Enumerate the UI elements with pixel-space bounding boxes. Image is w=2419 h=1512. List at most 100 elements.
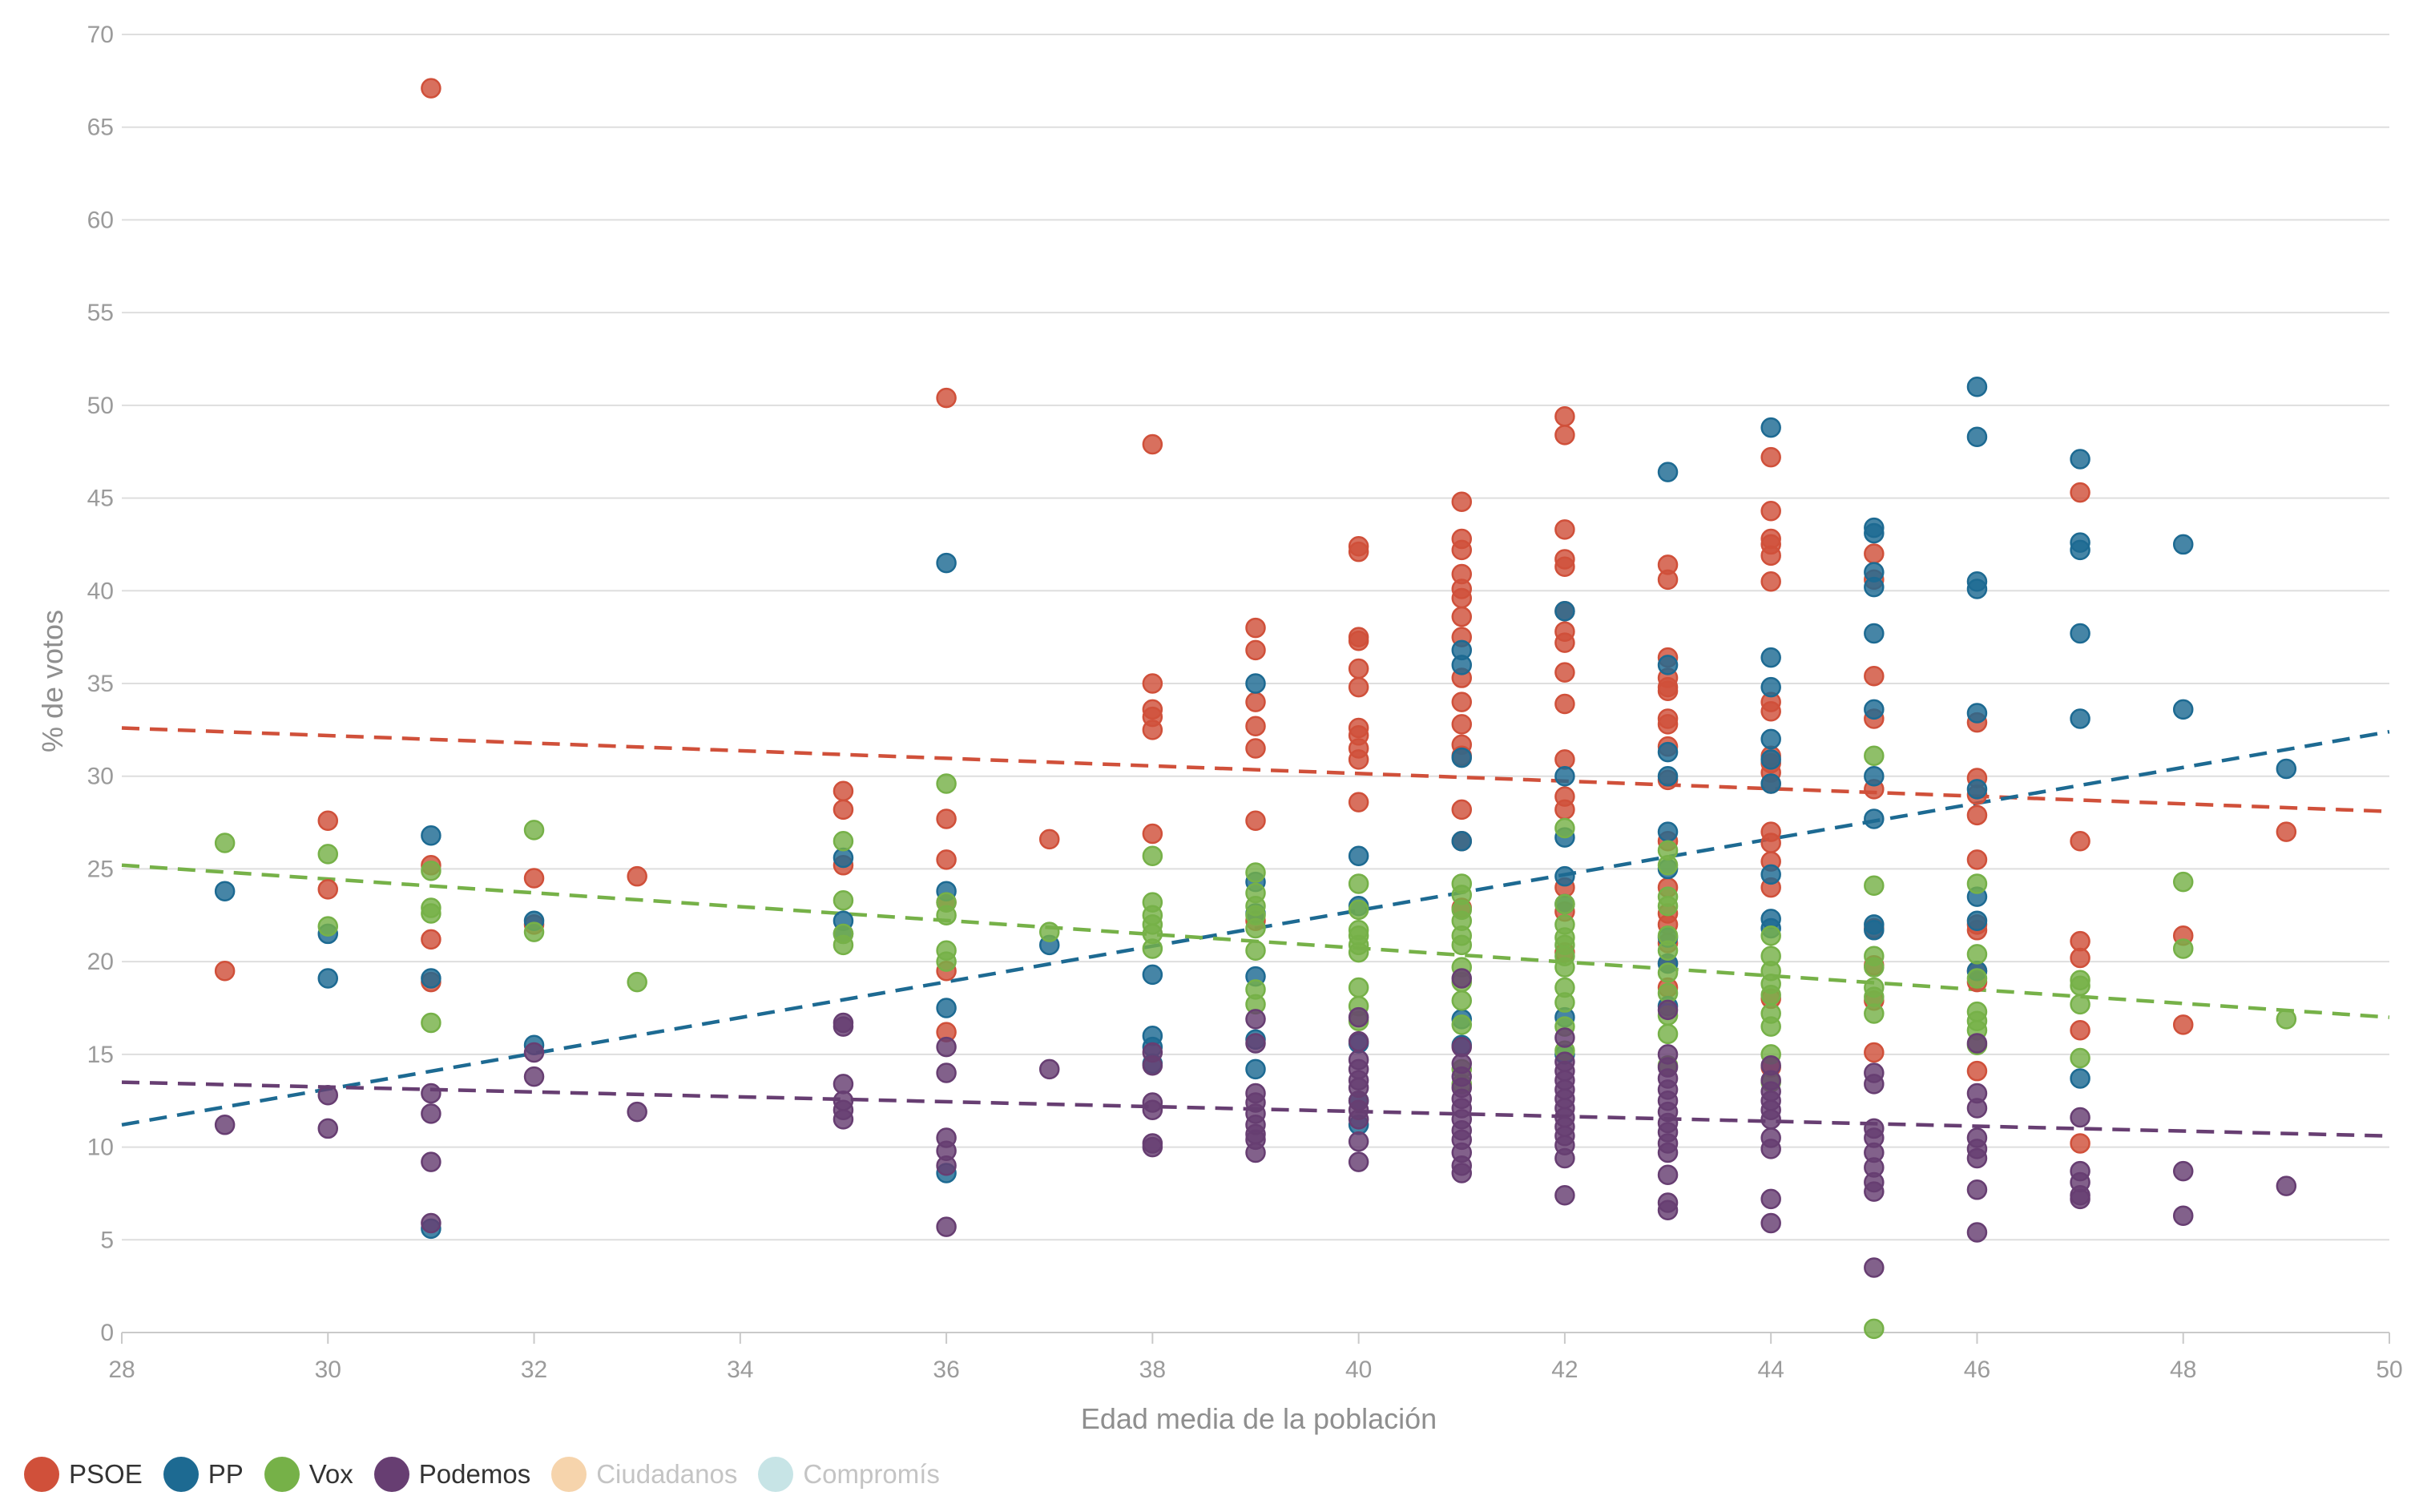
point-vox[interactable] (627, 971, 647, 993)
point-podemos[interactable] (1864, 1181, 1885, 1202)
point-psoe[interactable] (1966, 804, 1988, 826)
point-psoe[interactable] (421, 78, 441, 99)
point-pp[interactable] (1348, 845, 1369, 866)
point-psoe[interactable] (1348, 658, 1369, 679)
point-psoe[interactable] (2070, 1133, 2090, 1154)
point-vox[interactable] (1864, 1318, 1885, 1340)
point-vox[interactable] (2070, 975, 2090, 996)
point-vox[interactable] (1864, 957, 1885, 978)
point-pp[interactable] (2172, 534, 2194, 555)
point-vox[interactable] (936, 951, 957, 972)
point-psoe[interactable] (1554, 693, 1575, 715)
point-vox[interactable] (1451, 990, 1473, 1011)
point-vox[interactable] (1348, 941, 1369, 963)
point-vox[interactable] (1864, 1003, 1885, 1024)
point-vox[interactable] (2070, 994, 2090, 1015)
point-pp[interactable] (936, 552, 957, 574)
point-pp[interactable] (1657, 655, 1679, 675)
point-vox[interactable] (421, 903, 441, 924)
point-podemos[interactable] (833, 1109, 854, 1130)
point-vox[interactable] (1245, 940, 1266, 962)
point-pp[interactable] (1657, 765, 1679, 787)
point-psoe[interactable] (1245, 716, 1266, 736)
point-podemos[interactable] (2070, 1188, 2090, 1210)
point-podemos[interactable] (1451, 968, 1473, 989)
point-psoe[interactable] (1554, 405, 1575, 427)
legend-item-vox[interactable]: Vox (264, 1457, 353, 1492)
point-pp[interactable] (1760, 728, 1781, 750)
point-podemos[interactable] (1966, 1147, 1988, 1169)
point-podemos[interactable] (2172, 1205, 2194, 1226)
point-pp[interactable] (1451, 655, 1473, 675)
point-podemos[interactable] (317, 1118, 339, 1139)
legend-item-ciudadanos[interactable]: Ciudadanos (551, 1457, 737, 1492)
point-vox[interactable] (2172, 938, 2194, 959)
point-pp[interactable] (1245, 673, 1266, 694)
point-podemos[interactable] (1348, 1006, 1369, 1028)
point-psoe[interactable] (936, 808, 957, 829)
point-vox[interactable] (936, 773, 957, 794)
point-vox[interactable] (1142, 938, 1163, 959)
point-vox[interactable] (523, 921, 545, 942)
point-psoe[interactable] (1657, 680, 1679, 702)
point-psoe[interactable] (1554, 519, 1575, 540)
point-psoe[interactable] (1142, 433, 1163, 455)
point-pp[interactable] (1864, 808, 1885, 829)
point-vox[interactable] (1864, 745, 1885, 767)
point-vox[interactable] (1864, 875, 1885, 897)
point-vox[interactable] (1245, 862, 1266, 883)
point-pp[interactable] (1760, 749, 1781, 770)
point-psoe[interactable] (1348, 631, 1369, 651)
point-podemos[interactable] (1966, 1098, 1988, 1119)
point-podemos[interactable] (1142, 1054, 1163, 1076)
legend-item-compromis[interactable]: Compromís (758, 1457, 940, 1492)
point-psoe[interactable] (833, 780, 854, 801)
point-pp[interactable] (1760, 773, 1781, 794)
point-vox[interactable] (833, 890, 854, 911)
point-psoe[interactable] (1245, 639, 1266, 661)
point-psoe[interactable] (1760, 571, 1781, 592)
point-psoe[interactable] (1142, 720, 1163, 740)
point-podemos[interactable] (1348, 1131, 1369, 1152)
point-psoe[interactable] (1760, 833, 1781, 853)
point-podemos[interactable] (936, 1155, 957, 1176)
point-pp[interactable] (1451, 747, 1473, 768)
point-psoe[interactable] (1142, 673, 1163, 694)
point-psoe[interactable] (1348, 676, 1369, 698)
point-podemos[interactable] (523, 1042, 545, 1063)
point-pp[interactable] (1966, 779, 1988, 800)
point-podemos[interactable] (1760, 1188, 1781, 1210)
point-pp[interactable] (1554, 765, 1575, 787)
point-psoe[interactable] (936, 849, 957, 870)
point-vox[interactable] (1245, 917, 1266, 939)
point-vox[interactable] (936, 905, 957, 926)
point-vox[interactable] (1657, 962, 1679, 983)
point-psoe[interactable] (1245, 691, 1266, 712)
point-podemos[interactable] (317, 1085, 339, 1106)
point-vox[interactable] (421, 1012, 441, 1034)
point-podemos[interactable] (1348, 1109, 1369, 1130)
point-psoe[interactable] (1451, 714, 1473, 735)
point-pp[interactable] (2070, 708, 2090, 729)
point-psoe[interactable] (523, 868, 545, 889)
point-podemos[interactable] (1760, 1109, 1781, 1130)
point-podemos[interactable] (2276, 1175, 2297, 1196)
point-podemos[interactable] (1348, 1151, 1369, 1172)
point-pp[interactable] (1554, 865, 1575, 887)
point-psoe[interactable] (1864, 1042, 1885, 1063)
point-podemos[interactable] (1348, 1030, 1369, 1052)
point-podemos[interactable] (1554, 1147, 1575, 1169)
point-psoe[interactable] (1657, 569, 1679, 591)
point-vox[interactable] (1760, 1016, 1781, 1037)
point-pp[interactable] (1864, 576, 1885, 598)
point-vox[interactable] (1554, 893, 1575, 915)
point-psoe[interactable] (1451, 799, 1473, 821)
point-vox[interactable] (833, 830, 854, 852)
point-vox[interactable] (1554, 957, 1575, 978)
point-psoe[interactable] (1554, 662, 1575, 683)
point-pp[interactable] (1864, 623, 1885, 644)
point-pp[interactable] (1864, 522, 1885, 544)
point-podemos[interactable] (2172, 1160, 2194, 1182)
point-pp[interactable] (2070, 1068, 2090, 1089)
point-podemos[interactable] (936, 1062, 957, 1083)
